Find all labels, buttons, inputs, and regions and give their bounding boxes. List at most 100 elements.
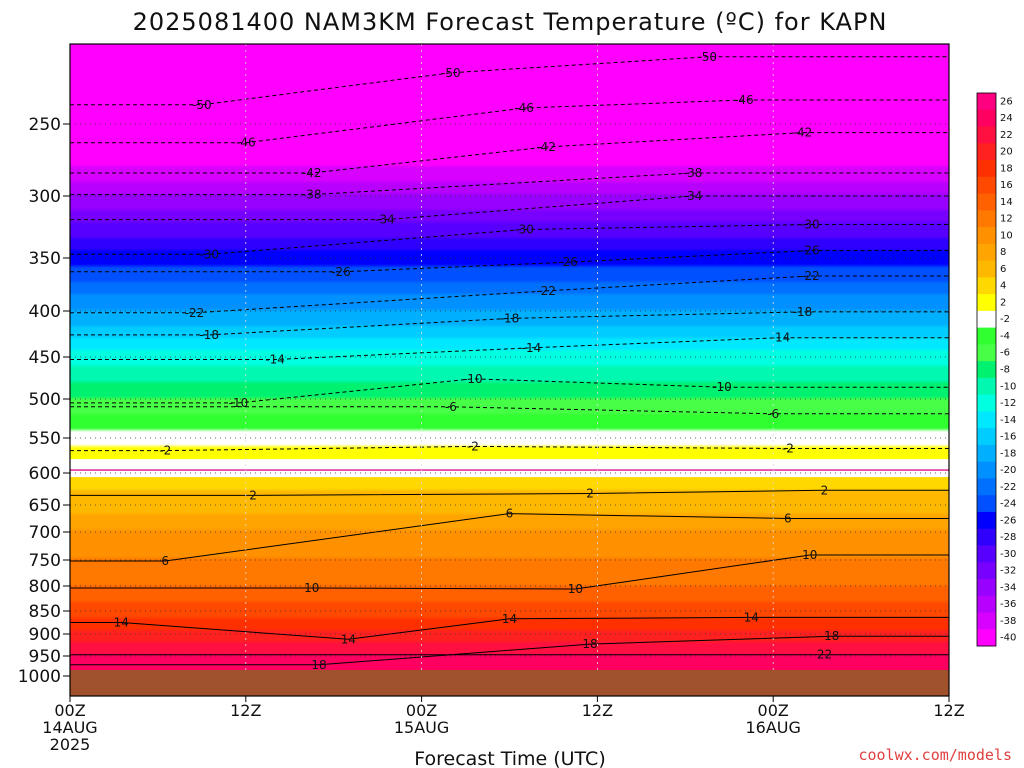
isotherm-label: 18 — [311, 658, 326, 672]
colorbar-label: -4 — [1000, 331, 1010, 342]
isotherm-label: -10 — [229, 396, 249, 410]
isotherm-label: -46 — [734, 93, 754, 107]
credit-link[interactable]: coolwx.com/models — [858, 746, 1012, 764]
colorbar-label: 10 — [1000, 230, 1013, 241]
isotherm-label: -26 — [331, 265, 351, 279]
isotherm-label: -42 — [302, 166, 322, 180]
y-tick-label: 1000 — [18, 667, 61, 687]
freezing-band — [70, 459, 949, 478]
isotherm-18-line — [70, 635, 949, 666]
colorbar-label: -18 — [1000, 448, 1016, 459]
colorbar-swatch — [977, 361, 996, 379]
plot-frame — [69, 43, 950, 697]
isotherm-6-line — [70, 513, 949, 562]
x-tick-label: 00Z — [54, 701, 85, 720]
isotherm-label: -18 — [793, 305, 813, 319]
y-tick-label: 550 — [29, 429, 61, 449]
y-tick-label: 650 — [29, 496, 61, 516]
colorbar-swatch — [977, 629, 996, 647]
x-tick-label: 12Z — [933, 701, 964, 720]
colorbar-label: -14 — [1000, 415, 1016, 426]
x-axis-title: Forecast Time (UTC) — [414, 748, 605, 768]
colorbar-label: -22 — [1000, 482, 1016, 493]
colorbar-swatch — [977, 294, 996, 312]
y-tick-label: 700 — [29, 523, 61, 543]
isotherm-2-line — [70, 489, 949, 496]
colorbar-label: -20 — [1000, 465, 1016, 476]
isotherm-label: -42 — [536, 140, 556, 154]
colorbar-swatch — [977, 562, 996, 580]
colorbar-label: -10 — [1000, 381, 1016, 392]
colorbar-label: 16 — [1000, 180, 1013, 191]
x-tick-label: 15AUG — [394, 718, 449, 737]
colorbar-label: 4 — [1000, 281, 1006, 292]
x-tick-label: 00Z — [406, 701, 437, 720]
colorbar-label: 8 — [1000, 247, 1006, 258]
isotherm--18-line — [70, 311, 949, 336]
isotherm-label: -50 — [697, 50, 717, 64]
isotherm-label: 10 — [304, 581, 319, 595]
isotherm-label: -14 — [522, 341, 542, 355]
isotherm-labels: -50 -50 -50 -46 -46 -46 -42 -42 -42 -38 -38 -34 -34 -… — [114, 50, 840, 672]
colorbar-label: -12 — [1000, 398, 1016, 409]
colorbar-swatch — [977, 411, 996, 429]
grid-lines — [70, 44, 949, 696]
y-tick-label: 600 — [29, 464, 61, 484]
y-tick-label: 300 — [29, 187, 61, 207]
isotherm-label: -14 — [771, 331, 791, 345]
isotherm-label: -38 — [302, 188, 322, 202]
isotherm--30-line — [70, 224, 949, 255]
isotherm--26-line — [70, 250, 949, 273]
colorbar-label: -8 — [1000, 365, 1010, 376]
temperature-field — [70, 44, 949, 696]
colorbar-swatch — [977, 528, 996, 546]
colorbar-label: 22 — [1000, 130, 1013, 141]
colorbar-swatch — [977, 243, 996, 262]
isotherm-10-line — [70, 554, 949, 590]
isotherm-label: -50 — [441, 66, 461, 80]
colorbar-legend: 26 24 22 20 18 16 14 12 10 8 6 4 2 -2 -4 -6 -8 -10 -12 -14 -… — [976, 92, 1016, 647]
isotherm-label: 14 — [744, 610, 759, 624]
colorbar-label: -24 — [1000, 499, 1016, 510]
isotherm-label: -30 — [800, 218, 820, 232]
isotherm--22-line — [70, 275, 949, 314]
colorbar-label: 6 — [1000, 264, 1006, 275]
temperature-bands — [70, 459, 949, 478]
colorbar-label: 14 — [1000, 197, 1013, 208]
colorbar-label: 12 — [1000, 214, 1013, 225]
y-tick-label: 400 — [29, 302, 61, 322]
y-tick-label: 450 — [29, 348, 61, 368]
isotherm--6-line — [70, 406, 949, 415]
colorbar-swatch — [977, 126, 996, 144]
colorbar-label: 20 — [1000, 147, 1013, 158]
isotherm-label: -38 — [683, 166, 703, 180]
colorbar-swatch — [977, 511, 996, 530]
colorbar-label: 2 — [1000, 297, 1006, 308]
isotherm--2-line — [70, 445, 949, 452]
colorbar-label: -38 — [1000, 616, 1016, 627]
isotherm-label: -18 — [500, 311, 520, 325]
x-tick-label: 14AUG — [42, 718, 97, 737]
colorbar-label: 18 — [1000, 163, 1013, 174]
isotherm-label: 14 — [114, 616, 129, 630]
y-tick-label: 800 — [29, 577, 61, 597]
ground-layer — [70, 670, 949, 696]
colorbar-swatch — [977, 193, 996, 211]
isotherm-label: 2 — [586, 486, 594, 500]
x-tick-label: 2025 — [50, 735, 91, 754]
y-tick-label: 850 — [29, 602, 61, 622]
colorbar-swatch — [977, 109, 996, 128]
isotherm-label: -6 — [445, 400, 457, 414]
isotherm-label: 6 — [506, 507, 514, 521]
colorbar-swatch — [977, 444, 996, 463]
isotherm-label: -50 — [192, 98, 212, 112]
chart-title: 2025081400 NAM3KM Forecast Temperature (… — [133, 8, 888, 36]
isotherm-lines — [70, 56, 949, 666]
isotherm-label: 18 — [824, 629, 839, 643]
isotherm-label: -10 — [712, 380, 732, 394]
colorbar-swatch — [977, 310, 996, 329]
isotherm-label: -6 — [767, 407, 779, 421]
y-tick-label: 950 — [29, 647, 61, 667]
colorbar-swatch — [977, 344, 996, 362]
